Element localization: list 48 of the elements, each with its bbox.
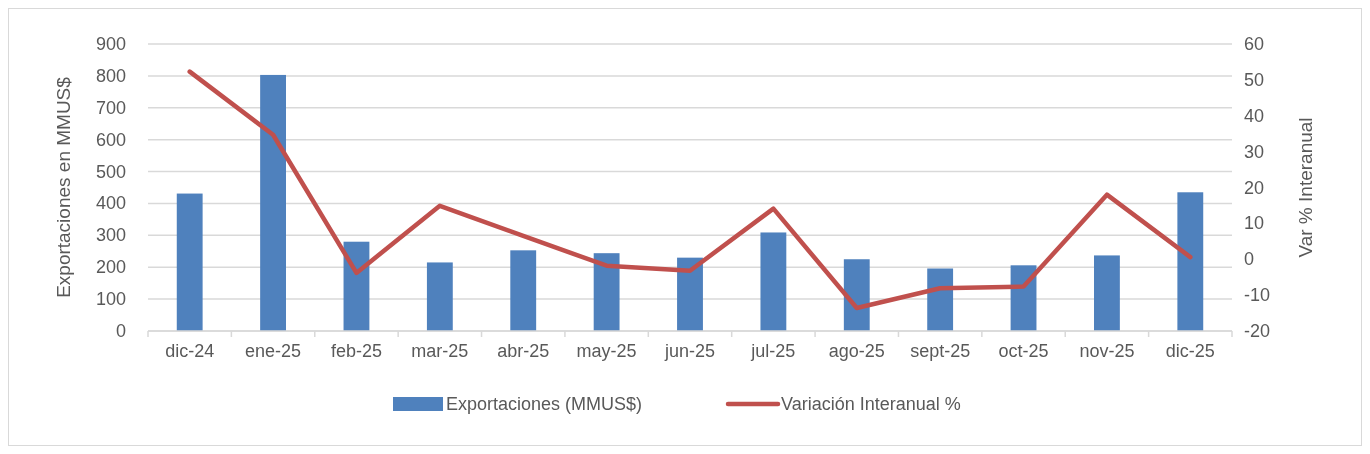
x-tick-label: ene-25	[245, 341, 302, 361]
y2-axis-title: Var % Interanual	[1295, 117, 1316, 258]
x-tick-label: feb-25	[330, 341, 382, 361]
x-tick-label: ago-25	[828, 341, 885, 361]
bar	[426, 262, 453, 331]
y-tick-label: 200	[95, 257, 126, 278]
x-tick-label: oct-25	[998, 341, 1049, 361]
x-tick-label: dic-24	[165, 341, 215, 361]
x-tick-label: nov-25	[1079, 341, 1135, 361]
y2-tick-label: -10	[1244, 285, 1271, 306]
y-tick-label: 300	[95, 225, 126, 246]
y2-tick-label: -20	[1244, 321, 1271, 341]
y-tick-label: 600	[95, 129, 126, 150]
y-tick-label: 400	[95, 193, 126, 214]
y2-tick-label: 30	[1244, 141, 1265, 162]
bar	[1177, 192, 1204, 331]
y-tick-label: 100	[95, 289, 126, 310]
y-tick-label: 500	[95, 161, 126, 182]
y2-tick-label: 50	[1244, 69, 1265, 90]
y-axis-title: Exportaciones en MMUS$	[53, 76, 74, 298]
bar	[593, 253, 620, 331]
y2-tick-label: 0	[1244, 249, 1255, 270]
x-tick-label: may-25	[576, 341, 637, 361]
bar	[176, 193, 203, 331]
y2-tick-label: 10	[1244, 213, 1265, 234]
bar	[510, 250, 537, 331]
y-tick-label: 900	[95, 34, 126, 54]
x-tick-label: abr-25	[497, 341, 550, 361]
bar	[927, 268, 954, 331]
y2-tick-label: 60	[1244, 34, 1265, 54]
x-tick-label: jul-25	[750, 341, 796, 361]
y-tick-label: 700	[95, 97, 126, 118]
bar	[760, 232, 787, 331]
y2-tick-label: 20	[1244, 177, 1265, 198]
line-series	[187, 69, 1193, 311]
bar	[260, 74, 286, 331]
bar	[843, 259, 870, 331]
legend-label: Variación Interanual %	[781, 394, 961, 414]
y-tick-label: 0	[115, 321, 126, 341]
y-tick-label: 800	[95, 65, 126, 86]
x-tick-label: dic-25	[1165, 341, 1215, 361]
x-tick-label: jun-25	[663, 341, 716, 361]
x-tick-label: sept-25	[910, 341, 971, 361]
bar	[677, 257, 703, 331]
legend-label: Exportaciones (MMUS$)	[446, 394, 643, 414]
bar	[1094, 255, 1120, 331]
x-tick-label: mar-25	[411, 341, 469, 361]
y2-tick-label: 40	[1244, 105, 1265, 126]
